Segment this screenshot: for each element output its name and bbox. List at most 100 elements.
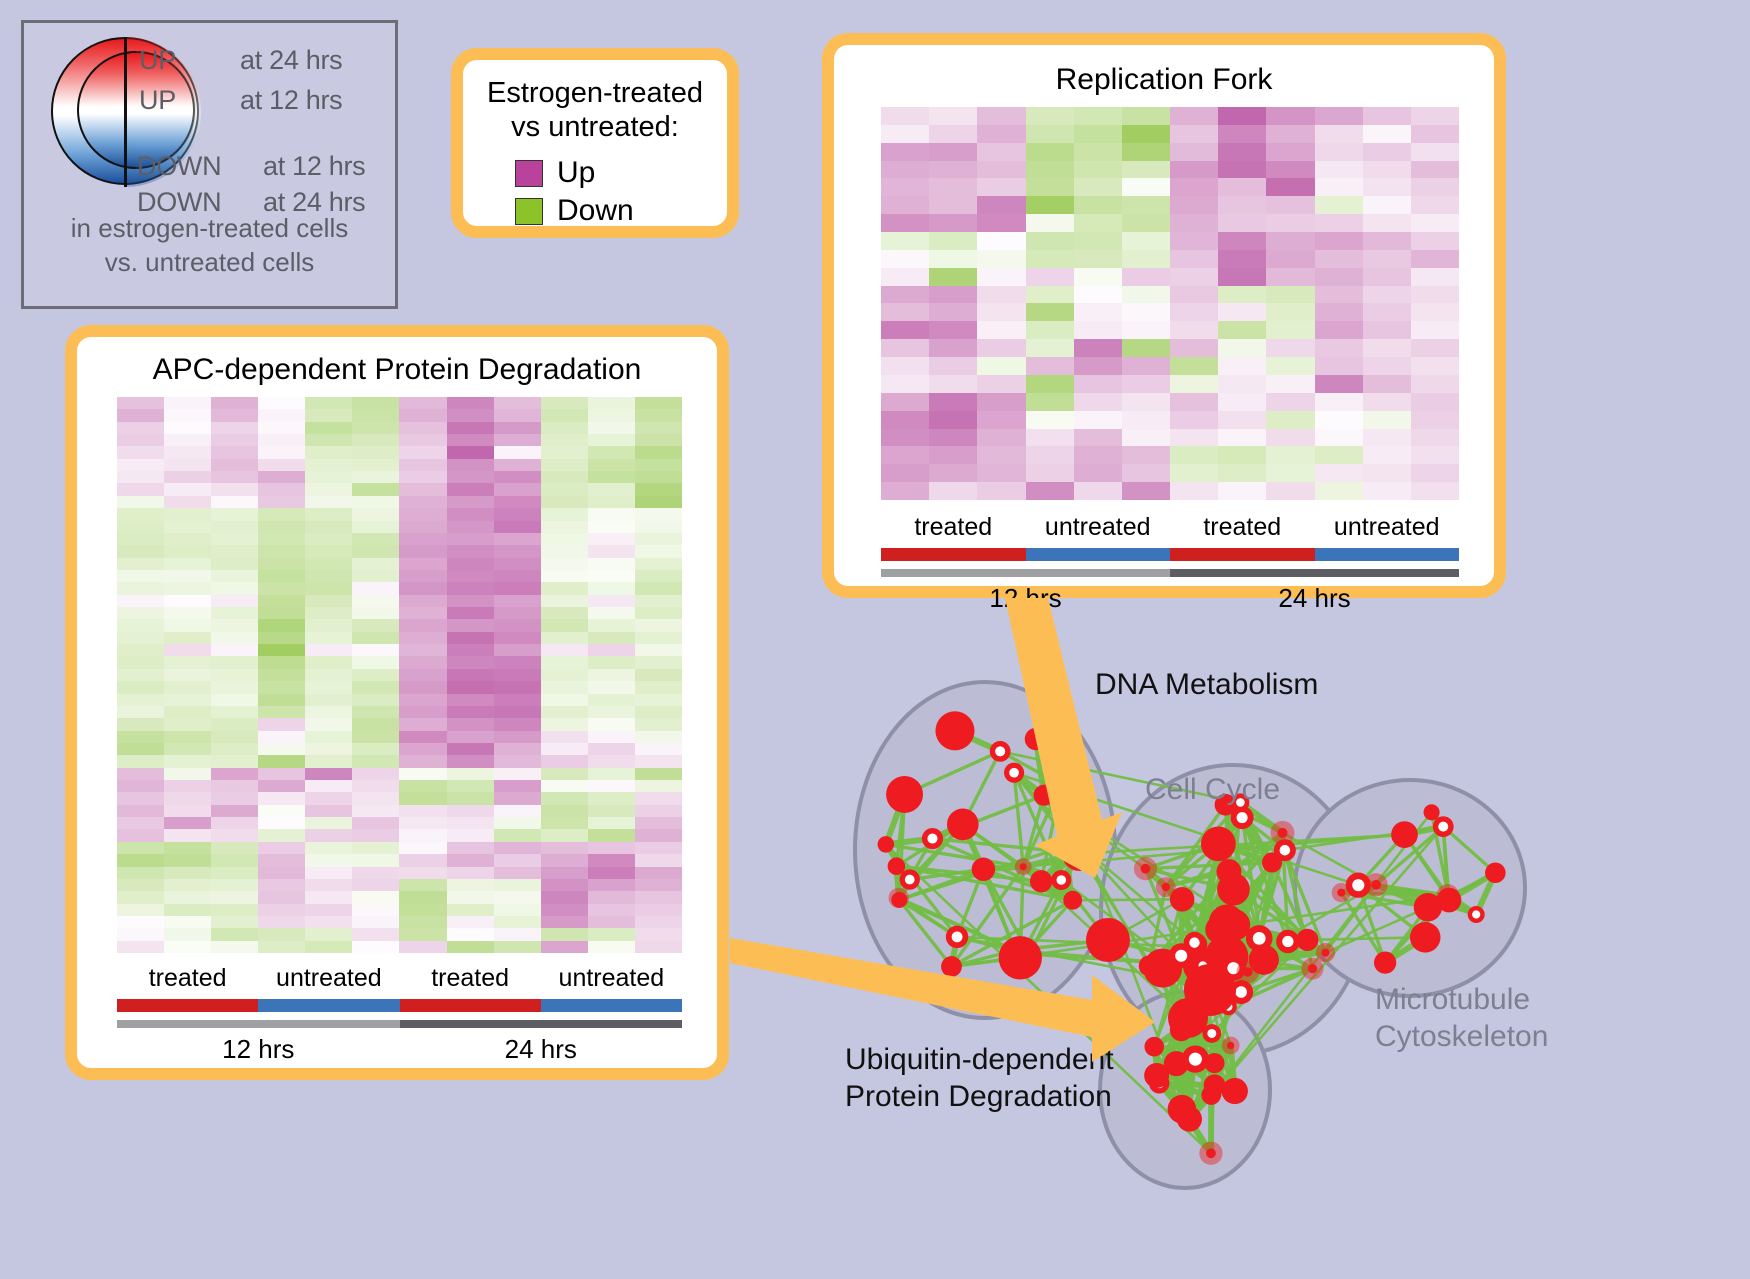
network-node[interactable]	[1236, 960, 1260, 984]
heatmap-cell	[881, 446, 930, 465]
network-node[interactable]	[1086, 918, 1130, 962]
heatmap-cell	[117, 520, 165, 533]
network-node[interactable]	[1221, 1077, 1248, 1105]
network-node[interactable]	[1144, 1062, 1170, 1088]
network-node[interactable]	[1199, 1141, 1223, 1165]
heatmap-cell	[929, 232, 978, 250]
heatmap-cell	[540, 508, 588, 521]
network-node[interactable]	[1167, 1094, 1197, 1124]
network-node[interactable]	[891, 891, 908, 908]
network-node[interactable]	[1201, 1085, 1222, 1105]
heatmap-cell	[117, 668, 165, 682]
network-node[interactable]	[1276, 929, 1300, 954]
network-node[interactable]	[1052, 775, 1071, 794]
network-node[interactable]	[886, 776, 924, 813]
network-node[interactable]	[1301, 957, 1324, 980]
network-node[interactable]	[946, 808, 979, 841]
network-node[interactable]	[1315, 943, 1336, 963]
network-node[interactable]	[1245, 925, 1273, 952]
network-node[interactable]	[1200, 826, 1236, 862]
heatmap-cell	[1121, 232, 1170, 250]
network-node[interactable]	[1331, 883, 1351, 903]
network-node[interactable]	[899, 869, 920, 890]
network-node[interactable]	[1202, 1024, 1222, 1043]
heatmap-cell	[164, 817, 212, 830]
heatmap-cell	[258, 915, 306, 929]
heatmap-cell	[540, 681, 588, 694]
heatmap-cell	[881, 178, 930, 197]
heatmap-cell	[1218, 214, 1267, 233]
heatmap-cell	[399, 693, 447, 706]
network-node[interactable]	[935, 711, 975, 751]
network-node[interactable]	[1024, 727, 1048, 751]
network-node[interactable]	[1391, 821, 1418, 848]
heatmap-cell	[446, 878, 494, 892]
heatmap-cell	[305, 421, 353, 435]
heatmap-cell	[1121, 339, 1170, 358]
network-node[interactable]	[1231, 793, 1250, 812]
network-node[interactable]	[1183, 931, 1206, 954]
heatmap-cell	[164, 569, 212, 583]
network-node[interactable]	[1413, 893, 1443, 922]
network-node[interactable]	[1004, 762, 1025, 783]
network-node[interactable]	[1066, 831, 1088, 854]
network-node[interactable]	[1051, 869, 1072, 891]
network-edge	[898, 867, 984, 902]
heatmap-cell	[352, 619, 400, 632]
network-node[interactable]	[1155, 877, 1176, 897]
heatmap-cell	[1266, 249, 1315, 268]
network-node[interactable]	[1270, 820, 1295, 845]
network-node[interactable]	[1205, 915, 1234, 944]
heatmap-cell	[117, 804, 165, 818]
network-node[interactable]	[887, 857, 906, 876]
heatmap-cell	[352, 792, 400, 805]
heatmap-cell	[211, 471, 259, 484]
network-node[interactable]	[1436, 884, 1459, 907]
network-node[interactable]	[1364, 873, 1388, 897]
network-node[interactable]	[1133, 857, 1158, 881]
heatmap-cell	[164, 495, 212, 509]
network-node[interactable]	[989, 740, 1011, 762]
label-microtubule-cytoskeleton: Microtubule Cytoskeleton	[1375, 982, 1548, 1055]
heatmap-cell	[977, 160, 1026, 179]
network-node[interactable]	[1169, 887, 1195, 912]
network-node[interactable]	[971, 857, 996, 882]
network-node[interactable]	[1296, 928, 1319, 952]
network-node[interactable]	[1063, 890, 1083, 910]
network-node[interactable]	[921, 827, 944, 850]
heatmap-cell	[493, 878, 541, 892]
network-node[interactable]	[1005, 940, 1025, 961]
network-node[interactable]	[1029, 870, 1053, 893]
heatmap-cell	[211, 681, 259, 694]
heatmap-cell	[352, 915, 400, 929]
apc-time-bar	[117, 1020, 682, 1028]
network-node[interactable]	[1168, 998, 1208, 1038]
network-node[interactable]	[1221, 1036, 1240, 1055]
network-node[interactable]	[1423, 804, 1440, 821]
network-node[interactable]	[1216, 859, 1242, 885]
network-node[interactable]	[1144, 1036, 1165, 1057]
network-node[interactable]	[1014, 858, 1032, 876]
network-node[interactable]	[1409, 922, 1441, 953]
network-node[interactable]	[1230, 806, 1254, 830]
heatmap-cell	[493, 644, 541, 657]
network-node[interactable]	[1467, 905, 1485, 924]
network-node[interactable]	[877, 836, 895, 853]
network-node[interactable]	[1432, 816, 1454, 838]
network-node[interactable]	[1033, 784, 1055, 806]
network-node[interactable]	[941, 956, 962, 977]
network-node[interactable]	[1214, 793, 1237, 816]
network-node[interactable]	[1204, 1053, 1225, 1074]
heatmap-cell	[587, 594, 635, 608]
heatmap-cell	[258, 631, 306, 645]
network-node[interactable]	[1248, 944, 1279, 975]
network-node[interactable]	[1345, 872, 1371, 898]
network-node[interactable]	[1485, 862, 1506, 884]
network-node[interactable]	[1138, 955, 1160, 977]
network-node[interactable]	[945, 925, 969, 949]
network-node[interactable]	[1436, 887, 1462, 913]
network-node[interactable]	[1273, 839, 1296, 862]
heatmap-cell	[164, 458, 212, 472]
network-node[interactable]	[1163, 1051, 1189, 1077]
network-node[interactable]	[1373, 951, 1397, 974]
